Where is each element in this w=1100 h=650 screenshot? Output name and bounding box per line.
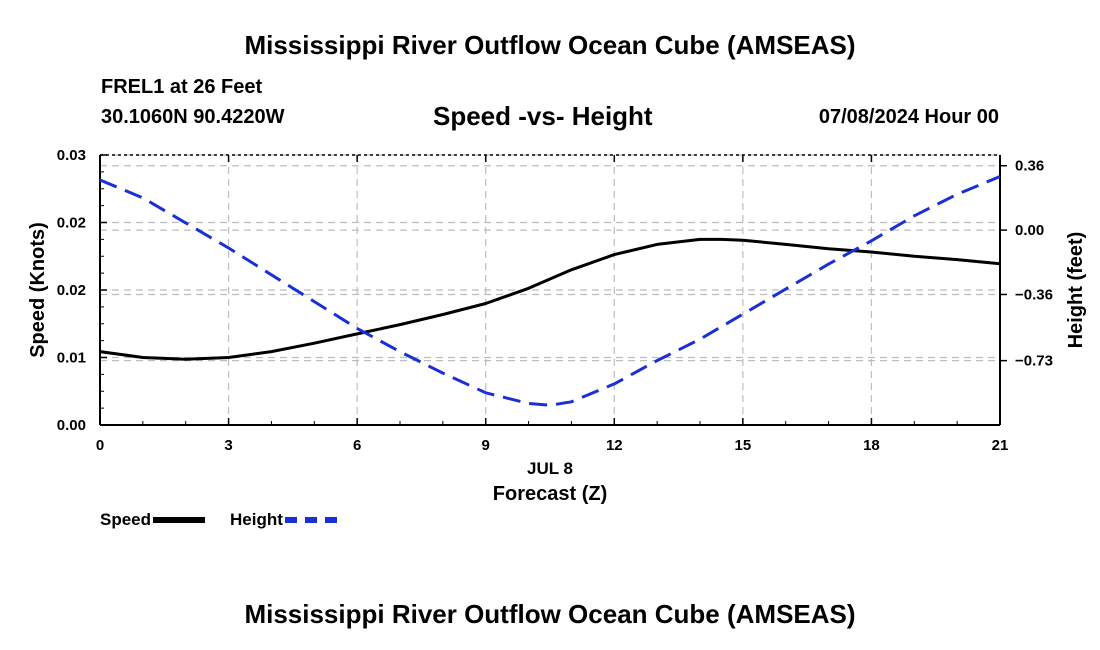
- x-tick-label: 6: [353, 437, 361, 454]
- legend-height: Height: [230, 510, 337, 530]
- legend-speed: Speed: [100, 510, 206, 530]
- axis-layer: [99, 154, 1007, 426]
- right-tick-label: −0.73: [1015, 353, 1053, 370]
- x-tick-label: 12: [606, 437, 623, 454]
- x-tick-label: 15: [735, 437, 752, 454]
- right-tick-label: 0.00: [1015, 222, 1044, 239]
- left-axis-title: Speed (Knots): [27, 222, 49, 358]
- station-coordinates: 30.1060N 90.4220W: [101, 106, 285, 128]
- x-tick-label: 9: [482, 437, 490, 454]
- legend-speed-swatch: [153, 517, 206, 523]
- x-date-label: JUL 8: [527, 459, 573, 478]
- chart-main-title: Mississippi River Outflow Ocean Cube (AM…: [244, 30, 856, 60]
- series-speed-line: [99, 237, 1001, 361]
- left-tick-label: 0.03: [57, 147, 86, 164]
- left-tick-label: 0.02: [57, 215, 86, 232]
- left-tick-label: 0.01: [57, 350, 86, 367]
- left-tick-label: 0.00: [57, 417, 86, 434]
- label-layer: 0 3 6 9 12 15 18 21 0.00 0.01 0.02 0.02 0.03 0.36 0.00…: [27, 147, 1087, 505]
- right-tick-label: 0.36: [1015, 158, 1044, 175]
- left-tick-label: 0.02: [57, 282, 86, 299]
- chart-footer-title: Mississippi River Outflow Ocean Cube (AM…: [244, 599, 856, 629]
- x-tick-label: 3: [224, 437, 232, 454]
- legend-height-label: Height: [230, 510, 283, 529]
- forecast-datetime: 07/08/2024 Hour 00: [818, 106, 999, 128]
- legend-height-swatch: [284, 517, 337, 523]
- grid-layer: [100, 154, 1000, 425]
- series-height-line: [99, 175, 1001, 407]
- right-tick-label: −0.36: [1015, 286, 1053, 303]
- right-axis-title: Height (feet): [1065, 232, 1087, 349]
- station-name: FREL1 at 26 Feet: [101, 76, 263, 98]
- x-axis-title: Forecast (Z): [493, 483, 607, 505]
- x-tick-label: 0: [96, 437, 104, 454]
- chart-subtitle: Speed -vs- Height: [433, 101, 653, 131]
- x-tick-label: 21: [992, 437, 1009, 454]
- series-layer: [99, 175, 1001, 407]
- legend-speed-label: Speed: [100, 510, 152, 529]
- x-tick-label: 18: [863, 437, 880, 454]
